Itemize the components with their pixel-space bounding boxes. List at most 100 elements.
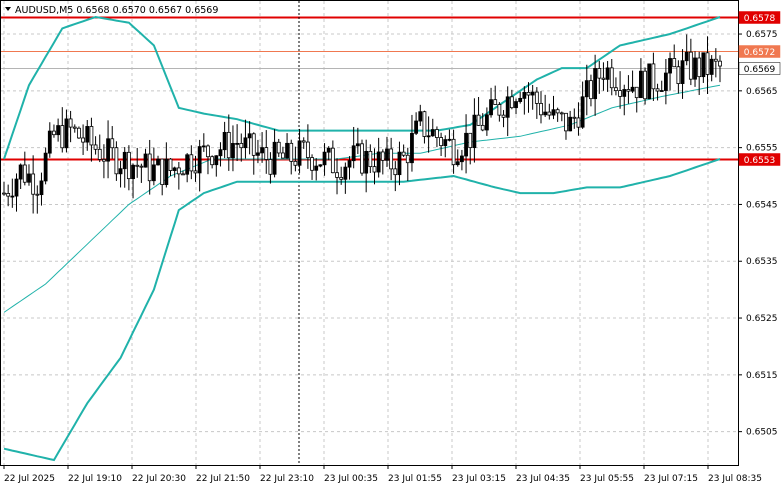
time-tick-label: 23 Jul 07:15	[644, 474, 698, 484]
candle-body	[672, 58, 677, 68]
candle-body	[584, 80, 589, 98]
candle-body	[668, 58, 672, 74]
time-tick-label: 23 Jul 04:35	[516, 474, 570, 484]
candle-body	[688, 51, 693, 80]
candle-body	[555, 109, 560, 114]
candle-body	[297, 140, 302, 166]
candle-body	[347, 160, 352, 168]
price-tick-label: 0.6535	[746, 257, 778, 267]
candle-body	[151, 164, 156, 182]
candle-body	[85, 126, 90, 143]
candle-body	[663, 72, 668, 91]
candle-body	[64, 118, 69, 149]
candle-body	[260, 147, 264, 154]
candle-body	[426, 135, 431, 138]
candle-body	[285, 142, 289, 159]
candle-body	[310, 157, 314, 171]
candle-body	[439, 137, 443, 147]
candle-body	[713, 58, 718, 62]
candle-body	[326, 147, 331, 153]
candle-body	[160, 158, 165, 186]
candle-body	[372, 166, 377, 173]
candle-body	[505, 96, 510, 118]
time-tick-label: 22 Jul 19:10	[68, 474, 122, 484]
candle-body	[355, 143, 360, 147]
candle-body	[718, 60, 722, 67]
candle-body	[522, 92, 527, 99]
candle-body	[609, 67, 614, 89]
candle-body	[139, 165, 144, 168]
price-tick-label: 0.6545	[746, 200, 778, 210]
candle-body	[18, 164, 23, 180]
candle-body	[126, 151, 131, 180]
candle-body	[376, 151, 381, 173]
candle-body	[389, 148, 394, 170]
candle-body	[93, 144, 98, 150]
candle-body	[52, 130, 56, 136]
candle-body	[239, 142, 244, 149]
candle-body	[397, 151, 402, 176]
candle-body	[705, 52, 710, 75]
candle-body	[172, 167, 177, 171]
candle-body	[81, 137, 85, 143]
candle-body	[72, 126, 77, 129]
price-tick-label: 0.6525	[746, 314, 778, 324]
candle-body	[318, 164, 323, 167]
candle-body	[247, 133, 252, 139]
candle-body	[647, 63, 652, 100]
candle-body	[451, 138, 456, 166]
candle-body	[235, 142, 240, 145]
candle-body	[147, 153, 152, 182]
candle-body	[301, 140, 306, 143]
candle-body	[643, 70, 647, 100]
candle-body	[630, 86, 635, 92]
candle-body	[589, 80, 593, 100]
candle-body	[31, 173, 36, 195]
candle-body	[380, 151, 385, 161]
candle-body	[422, 111, 427, 137]
candle-body	[605, 67, 610, 80]
candle-body	[447, 138, 452, 141]
candle-body	[547, 111, 552, 116]
candle-body	[568, 116, 573, 132]
candle-body	[435, 129, 439, 138]
candle-body	[360, 143, 364, 174]
candle-body	[10, 195, 15, 198]
candle-body	[410, 132, 414, 164]
candle-body	[530, 91, 535, 96]
candle-body	[106, 138, 110, 162]
candle-body	[77, 127, 81, 139]
candle-body	[210, 156, 215, 166]
candle-body	[143, 153, 148, 168]
candle-body	[314, 165, 319, 171]
candle-body	[622, 89, 627, 97]
time-tick-label: 23 Jul 08:35	[708, 474, 762, 484]
candle-body	[676, 66, 681, 84]
candle-body	[251, 133, 256, 156]
time-tick-label: 23 Jul 05:55	[580, 474, 634, 484]
level-label-resistance: 0.6578	[744, 14, 776, 24]
candle-body	[102, 159, 106, 162]
candle-body	[27, 173, 31, 183]
candle-body	[218, 149, 223, 157]
candle-body	[680, 60, 685, 84]
candle-body	[693, 57, 697, 80]
candle-body	[472, 114, 477, 149]
time-axis: 22 Jul 2025 22 Jul 19:10 22 Jul 20:30 22 Ju…	[3, 465, 762, 484]
candle-body	[264, 147, 269, 160]
candle-body	[455, 161, 460, 166]
candle-body	[243, 137, 248, 149]
candle-body	[110, 138, 115, 149]
price-tick-label: 0.6555	[746, 144, 778, 154]
time-tick-label: 23 Jul 00:35	[324, 474, 378, 484]
level-label-level: 0.6572	[744, 48, 776, 58]
candle-body	[460, 155, 464, 163]
candle-body	[343, 166, 348, 180]
candle-body	[47, 130, 52, 154]
dropdown-triangle-icon[interactable]	[5, 7, 11, 11]
candle-body	[697, 57, 702, 78]
candle-body	[97, 148, 102, 160]
price-tick-label: 0.6505	[746, 428, 778, 438]
candle-body	[659, 90, 664, 92]
